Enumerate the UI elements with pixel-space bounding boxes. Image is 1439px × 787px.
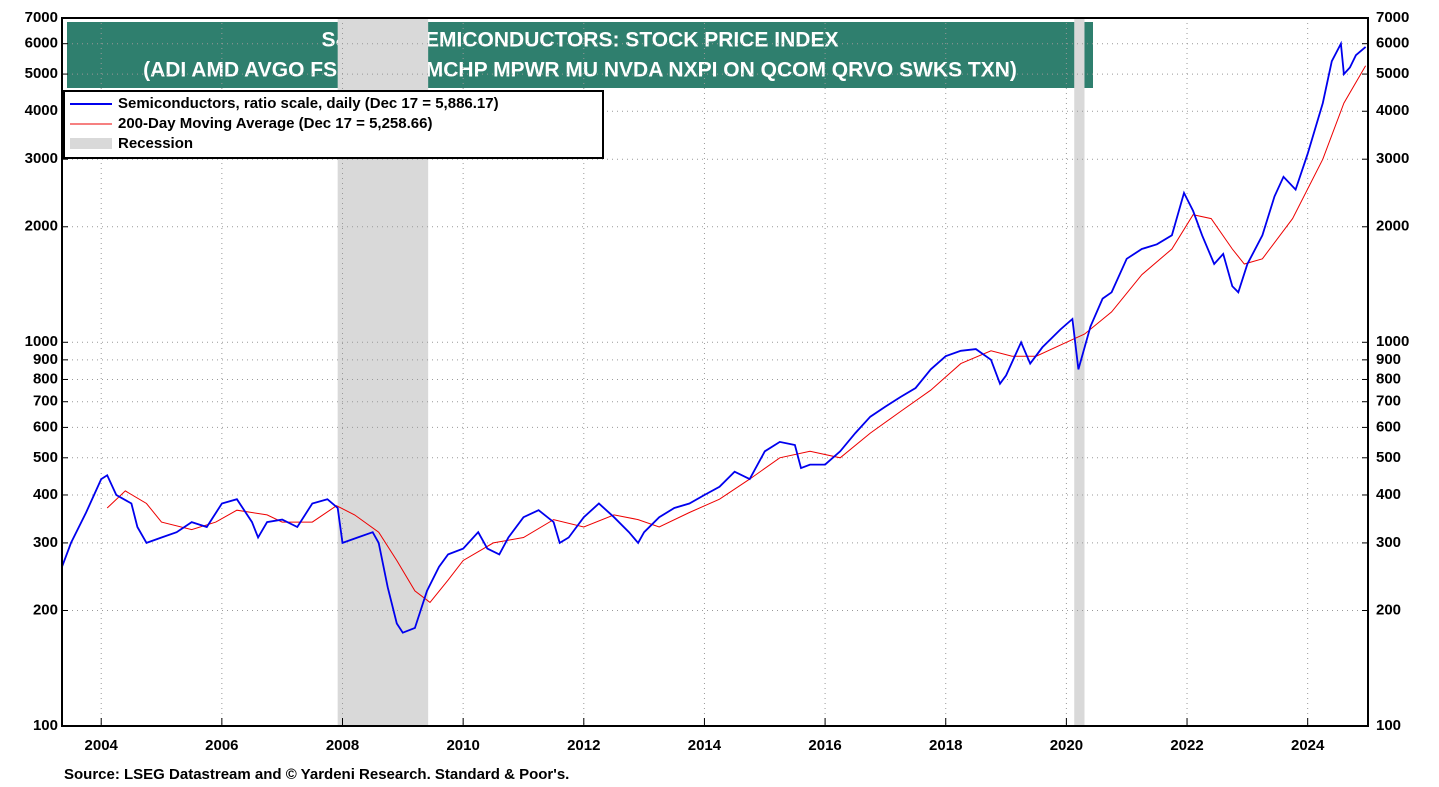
- x-tick-label: 2022: [1170, 737, 1203, 754]
- x-tick-label: 2016: [808, 737, 841, 754]
- x-tick-label: 2014: [688, 737, 722, 754]
- series-line: [106, 65, 1367, 604]
- recession-band: [1074, 18, 1085, 726]
- y-tick-label: 300: [33, 534, 58, 551]
- y2-tick-label: 2000: [1376, 218, 1409, 235]
- x-tick-label: 2010: [446, 737, 479, 754]
- y-tick-label: 800: [33, 370, 58, 387]
- y2-tick-label: 200: [1376, 601, 1401, 618]
- series-line: [61, 40, 1367, 634]
- y-tick-label: 400: [33, 486, 58, 503]
- y2-tick-label: 300: [1376, 534, 1401, 551]
- source: Source: LSEG Datastream and © Yardeni Re…: [64, 766, 569, 783]
- x-tick-label: 2006: [205, 737, 238, 754]
- y-tick-label: 600: [33, 418, 58, 435]
- x-tick-label: 2018: [929, 737, 962, 754]
- legend-swatch: [70, 138, 112, 149]
- plot-frame: [61, 17, 1369, 727]
- title-box: [67, 22, 1093, 88]
- y2-tick-label: 100: [1376, 717, 1401, 734]
- x-tick-label: 2004: [85, 737, 119, 754]
- y-tick-label: 2000: [25, 218, 58, 235]
- y2-tick-label: 3000: [1376, 150, 1409, 167]
- y2-tick-label: 500: [1376, 449, 1401, 466]
- y2-tick-label: 4000: [1376, 102, 1409, 119]
- y-tick-label: 100: [33, 717, 58, 734]
- y2-tick-label: 800: [1376, 370, 1401, 387]
- y-tick-label: 6000: [25, 35, 58, 52]
- y2-tick-label: 1000: [1376, 333, 1409, 350]
- legend-label: Semiconductors, ratio scale, daily (Dec …: [118, 95, 499, 112]
- y-tick-label: 3000: [25, 150, 58, 167]
- y-tick-label: 1000: [25, 333, 58, 350]
- y2-tick-label: 6000: [1376, 35, 1409, 52]
- y-tick-label: 200: [33, 601, 58, 618]
- y-tick-label: 4000: [25, 102, 58, 119]
- y2-tick-label: 7000: [1376, 9, 1409, 26]
- y2-tick-label: 700: [1376, 393, 1401, 410]
- y-tick-label: 7000: [25, 9, 58, 26]
- chart-title: S&P 500 SEMICONDUCTORS: STOCK PRICE INDE…: [322, 29, 839, 52]
- legend-box: [63, 90, 604, 159]
- legend-label: Recession: [118, 135, 193, 152]
- y-tick-label: 500: [33, 449, 58, 466]
- legend-label: 200-Day Moving Average (Dec 17 = 5,258.6…: [118, 115, 432, 132]
- chart-subtitle: (ADI AMD AVGO FSLR INTC MCHP MPWR MU NVD…: [143, 59, 1017, 82]
- y-tick-label: 900: [33, 351, 58, 368]
- x-tick-label: 2024: [1291, 737, 1325, 754]
- y2-tick-label: 5000: [1376, 65, 1409, 82]
- x-tick-label: 2020: [1050, 737, 1083, 754]
- x-tick-label: 2012: [567, 737, 600, 754]
- y2-tick-label: 400: [1376, 486, 1401, 503]
- y2-tick-label: 600: [1376, 418, 1401, 435]
- y-tick-label: 700: [33, 393, 58, 410]
- y-tick-label: 5000: [25, 65, 58, 82]
- x-tick-label: 2008: [326, 737, 359, 754]
- y2-tick-label: 900: [1376, 351, 1401, 368]
